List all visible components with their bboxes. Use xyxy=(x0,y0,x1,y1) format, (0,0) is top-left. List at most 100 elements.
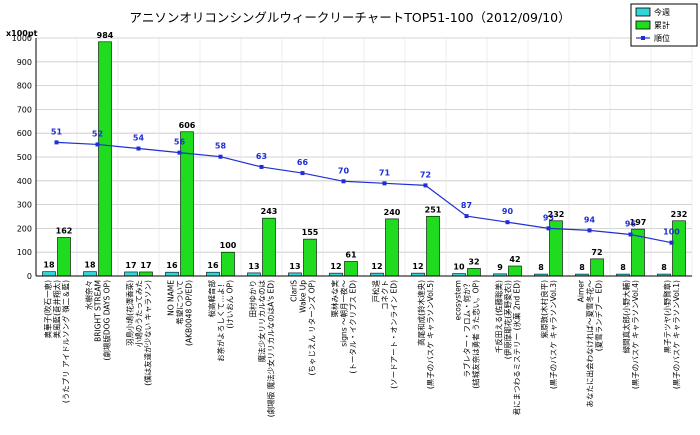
category-label: 水樹奈々 BRIGHT STREAM (劇場版DOG DAYS OP) xyxy=(84,280,112,361)
bar-cumulative xyxy=(344,261,358,277)
data-label-rank: 72 xyxy=(420,170,431,179)
category-label-line: (夏雪ランデブー ED) xyxy=(594,280,604,351)
category-label-line: (伊原摩耶花(茅野愛衣)) xyxy=(503,280,513,359)
data-label-cumulative: 232 xyxy=(548,210,565,219)
data-label-rank: 58 xyxy=(215,142,227,151)
category-label-line: 奥華子(吹石一恵) xyxy=(43,280,53,338)
rank-line xyxy=(56,141,672,244)
category-label-line: ラブレター・フロム・何か？ xyxy=(462,280,472,378)
category-label-line: (ちゃじえん リターンズ OP) xyxy=(307,280,317,376)
category-label-line: (AKB0048 OP/ED) xyxy=(185,280,194,346)
category-label-line: 紫原敦(木村良平) xyxy=(539,280,549,338)
y-tick-label: 600 xyxy=(17,129,32,138)
bar-weekly xyxy=(206,271,220,277)
category-label: 千反田える(佐藤聡美) (伊原摩耶花(茅野愛衣)) 君にまつわるミステリー (氷菓 … xyxy=(494,280,522,415)
rank-marker xyxy=(587,228,592,233)
bar-weekly xyxy=(124,271,138,277)
category-label: 栗林みな実 signs ～朝月一夜～ (トータル・イクリプス ED) xyxy=(330,280,358,374)
y-tick-label: 500 xyxy=(17,153,32,162)
data-label-rank: 71 xyxy=(379,168,391,177)
bar-cumulative xyxy=(467,268,481,277)
data-label-weekly: 17 xyxy=(125,261,136,270)
data-label-rank: 96 xyxy=(625,219,637,228)
data-label-cumulative: 243 xyxy=(261,207,278,216)
category-label-line: 美風藍(蒼井翔太) xyxy=(52,280,62,338)
category-label-line: 小鳩のうたってみた xyxy=(134,280,144,347)
category-label-line: (黒子のバスケ キャラソンVol.4) xyxy=(631,280,640,389)
data-label-cumulative: 240 xyxy=(384,208,401,217)
y-tick-label: 200 xyxy=(17,224,32,233)
rank-marker xyxy=(669,240,674,245)
data-label-rank: 94 xyxy=(584,215,596,224)
bar-weekly xyxy=(42,271,56,277)
category-label: 戸松遥 コネクト (ソードアート・オンライン ED) xyxy=(371,280,399,389)
data-label-rank: 54 xyxy=(133,134,145,143)
axes xyxy=(35,38,692,277)
y-unit-label: x100pt xyxy=(6,29,38,38)
data-label-rank: 63 xyxy=(256,152,267,161)
y-axis-ticks: 0 100 200 300 400 500 600 700 800 900 1000 xyxy=(12,34,32,281)
legend-swatch-weekly xyxy=(635,7,651,17)
rank-marker xyxy=(177,150,182,155)
category-label-line: BRIGHT STREAM xyxy=(94,280,103,342)
y-tick-label: 100 xyxy=(17,248,32,257)
category-label-line: 栗林みな実 xyxy=(330,280,340,318)
data-label-weekly: 16 xyxy=(207,261,219,270)
category-label-line: (けいおん OP) xyxy=(226,280,235,329)
category-label-line: 君にまつわるミステリー (氷菓 2nd ED) xyxy=(512,280,522,415)
category-label-line: コネクト xyxy=(381,280,390,310)
data-label-cumulative: 42 xyxy=(509,255,520,264)
y-tick-label: 700 xyxy=(17,105,32,114)
category-label-line: Aimer xyxy=(577,279,586,302)
data-label-weekly: 8 xyxy=(538,263,544,272)
legend: 今週 累計 順位 xyxy=(630,3,698,47)
category-label: 黒子テツヤ(小野賢章) (黒子のバスケ キャラソンVol.1) xyxy=(662,280,681,389)
chart-title: アニソンオリコンシングルウィークリーチャートTOP51-100（2012/09/… xyxy=(129,10,570,25)
bar-weekly xyxy=(83,271,97,277)
category-label-line: (黒子のバスケ キャラソンVol.1) xyxy=(672,280,681,389)
category-label-line: お茶がよろしくて…よ！ xyxy=(216,280,226,362)
data-label-cumulative: 162 xyxy=(56,226,73,235)
data-label-cumulative: 232 xyxy=(671,210,688,219)
rank-line-series xyxy=(54,140,674,245)
bar-cumulative xyxy=(221,251,235,277)
data-label-cumulative: 100 xyxy=(220,241,237,250)
category-label-line: (劇場版DOG DAYS OP) xyxy=(102,280,112,361)
rank-marker xyxy=(628,232,633,237)
category-label-line: signs ～朝月一夜～ xyxy=(339,280,349,347)
x-axis-category-labels: 奥華子(吹石一恵) 美風藍(蒼井翔太) (うたプリ アイドルソング 嶺二＆藍) 水樹奈… xyxy=(43,279,682,417)
category-label-line: 黒子テツヤ(小野賢章) xyxy=(662,280,672,353)
data-label-cumulative: 72 xyxy=(591,248,602,257)
data-label-weekly: 8 xyxy=(661,263,667,272)
category-label: 緑間真太郎(小野大輔) (黒子のバスケ キャラソンVol.4) xyxy=(621,280,640,389)
data-label-weekly: 10 xyxy=(453,263,465,272)
rank-marker xyxy=(95,142,100,147)
bar-cumulative xyxy=(57,237,71,277)
data-label-weekly: 18 xyxy=(43,261,55,270)
data-label-cumulative: 61 xyxy=(345,250,357,259)
category-label: ecosystem ラブレター・フロム・何か？ (結城友奈は勇者 うた恋い。OP) xyxy=(454,280,481,389)
bar-cumulative xyxy=(139,271,153,277)
rank-marker xyxy=(218,154,223,159)
data-label-cumulative: 251 xyxy=(425,205,442,214)
rank-marker xyxy=(382,181,387,186)
category-label-line: (黒子のバスケ キャラソンVol.5) xyxy=(426,280,435,389)
category-label: NO NAME 希望について (AKB0048 OP/ED) xyxy=(167,280,194,346)
data-label-rank: 100 xyxy=(663,228,680,237)
rank-marker xyxy=(300,171,305,176)
data-label-weekly: 12 xyxy=(330,262,341,271)
data-label-weekly: 13 xyxy=(248,262,259,271)
category-label-line: 桜高軽音部 xyxy=(207,280,217,318)
data-label-weekly: 13 xyxy=(289,262,300,271)
bar-cumulative xyxy=(385,218,399,277)
data-label-weekly: 12 xyxy=(371,262,382,271)
category-label: 紫原敦(木村良平) (黒子のバスケ キャラソンVol.3) xyxy=(539,280,558,389)
data-label-cumulative: 197 xyxy=(630,218,647,227)
category-label: Aimer あなたに出会わなければ～夏雪冬花～ (夏雪ランデブー ED) xyxy=(577,279,604,407)
gridlines xyxy=(35,37,693,277)
data-label-weekly: 12 xyxy=(412,262,423,271)
legend-swatch-cumulative xyxy=(635,20,651,30)
category-label-line: (結城友奈は勇者 うた恋い。OP) xyxy=(471,280,481,389)
data-label-weekly: 18 xyxy=(84,261,96,270)
